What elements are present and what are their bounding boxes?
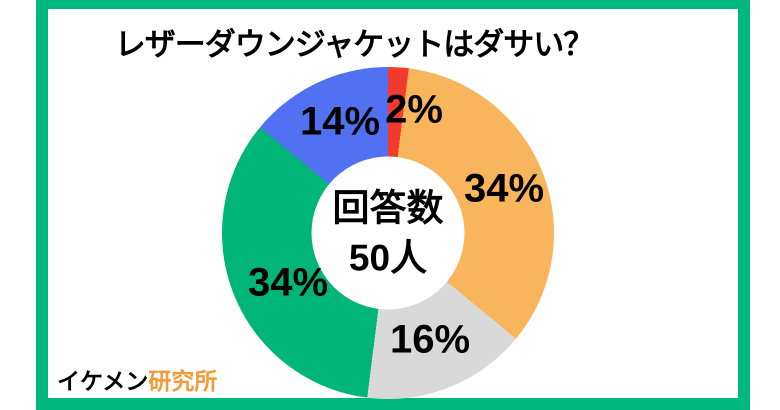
- pct-label-blue: 14%: [299, 99, 381, 144]
- chart-title: レザーダウンジャケットはダサい？: [114, 27, 594, 62]
- watermark: イケメン研究所: [57, 362, 217, 396]
- pct-label-gray: 16%: [389, 317, 471, 362]
- center-label-line2: 50人: [348, 237, 428, 278]
- pct-label-green: 34%: [247, 260, 329, 305]
- pct-label-orange: 34%: [463, 166, 545, 211]
- watermark-prefix: イケメン: [57, 368, 149, 394]
- green-border-frame: [36, 0, 750, 410]
- donut-chart: 回答数 50人: [222, 67, 554, 399]
- donut-hole: 回答数 50人: [311, 156, 465, 310]
- center-label-line1: 回答数: [332, 187, 444, 229]
- watermark-suffix: 研究所: [148, 368, 218, 394]
- pct-label-red: 2%: [385, 87, 443, 132]
